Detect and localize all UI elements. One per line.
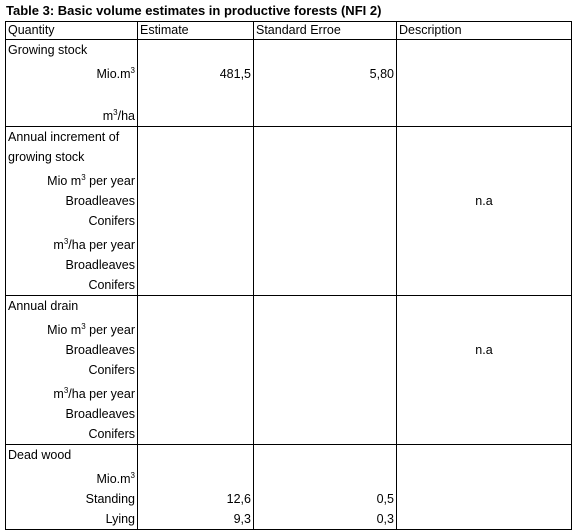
dead-lying-se: 0,3 xyxy=(253,509,397,530)
growing-ha-label: m3/ha xyxy=(5,106,138,127)
growing-mio-se: 5,80 xyxy=(253,60,397,84)
header-description: Description xyxy=(396,21,572,40)
dead-mio-label: Mio.m3 xyxy=(5,465,138,489)
table-row: Broadleaves xyxy=(5,404,572,424)
table-row xyxy=(5,84,572,106)
table-row: m3/ha per year xyxy=(5,231,572,255)
header-row: Quantity Estimate Standard Erroe Descrip… xyxy=(5,21,572,40)
drain-broadleaves-2: Broadleaves xyxy=(5,404,138,424)
table-row: Mio.m3 xyxy=(5,465,572,489)
table-row: Lying 9,3 0,3 xyxy=(5,509,572,530)
increment-ha-label: m3/ha per year xyxy=(5,231,138,255)
table-row: Broadleaves n.a xyxy=(5,191,572,211)
table-title: Table 3: Basic volume estimates in produ… xyxy=(6,3,382,18)
dead-standing-se: 0,5 xyxy=(253,489,397,509)
drain-label: Annual drain xyxy=(5,295,138,316)
table-row: Annual drain xyxy=(5,295,572,316)
drain-ha-label: m3/ha per year xyxy=(5,380,138,404)
table-row: Mio m3 per year xyxy=(5,167,572,191)
drain-conifers: Conifers xyxy=(5,360,138,380)
increment-description: n.a xyxy=(396,191,572,211)
table-row: Dead wood xyxy=(5,444,572,465)
table-row: Conifers xyxy=(5,360,572,380)
dead-lying-label: Lying xyxy=(5,509,138,530)
dead-standing-estimate: 12,6 xyxy=(137,489,254,509)
increment-broadleaves-2: Broadleaves xyxy=(5,255,138,275)
growing-stock-label: Growing stock xyxy=(5,39,138,60)
dead-wood-label: Dead wood xyxy=(5,444,138,465)
header-quantity: Quantity xyxy=(5,21,138,40)
table-row: Conifers xyxy=(5,424,572,445)
header-standard-error: Standard Erroe xyxy=(253,21,397,40)
increment-conifers: Conifers xyxy=(5,211,138,231)
table-row: Mio.m3 481,5 5,80 xyxy=(5,60,572,84)
increment-conifers-2: Conifers xyxy=(5,275,138,296)
dead-lying-estimate: 9,3 xyxy=(137,509,254,530)
growing-mio-label: Mio.m3 xyxy=(5,60,138,84)
volume-table: Quantity Estimate Standard Erroe Descrip… xyxy=(5,21,572,530)
drain-broadleaves: Broadleaves xyxy=(5,340,138,360)
dead-standing-label: Standing xyxy=(5,489,138,509)
table-row: Mio m3 per year xyxy=(5,316,572,340)
table-row: m3/ha xyxy=(5,106,572,127)
table-row: Broadleaves n.a xyxy=(5,340,572,360)
table-row: Annual increment of xyxy=(5,126,572,147)
increment-mio-label: Mio m3 per year xyxy=(5,167,138,191)
table-row: growing stock xyxy=(5,147,572,167)
table-row: Broadleaves xyxy=(5,255,572,275)
table-row: m3/ha per year xyxy=(5,380,572,404)
increment-label-1: Annual increment of xyxy=(5,126,138,147)
drain-description: n.a xyxy=(396,340,572,360)
growing-mio-estimate: 481,5 xyxy=(137,60,254,84)
drain-conifers-2: Conifers xyxy=(5,424,138,445)
increment-label-2: growing stock xyxy=(5,147,138,167)
table-row: Standing 12,6 0,5 xyxy=(5,489,572,509)
table-row: Growing stock xyxy=(5,39,572,60)
drain-mio-label: Mio m3 per year xyxy=(5,316,138,340)
header-estimate: Estimate xyxy=(137,21,254,40)
table-row: Conifers xyxy=(5,211,572,231)
table-row: Conifers xyxy=(5,275,572,296)
increment-broadleaves: Broadleaves xyxy=(5,191,138,211)
